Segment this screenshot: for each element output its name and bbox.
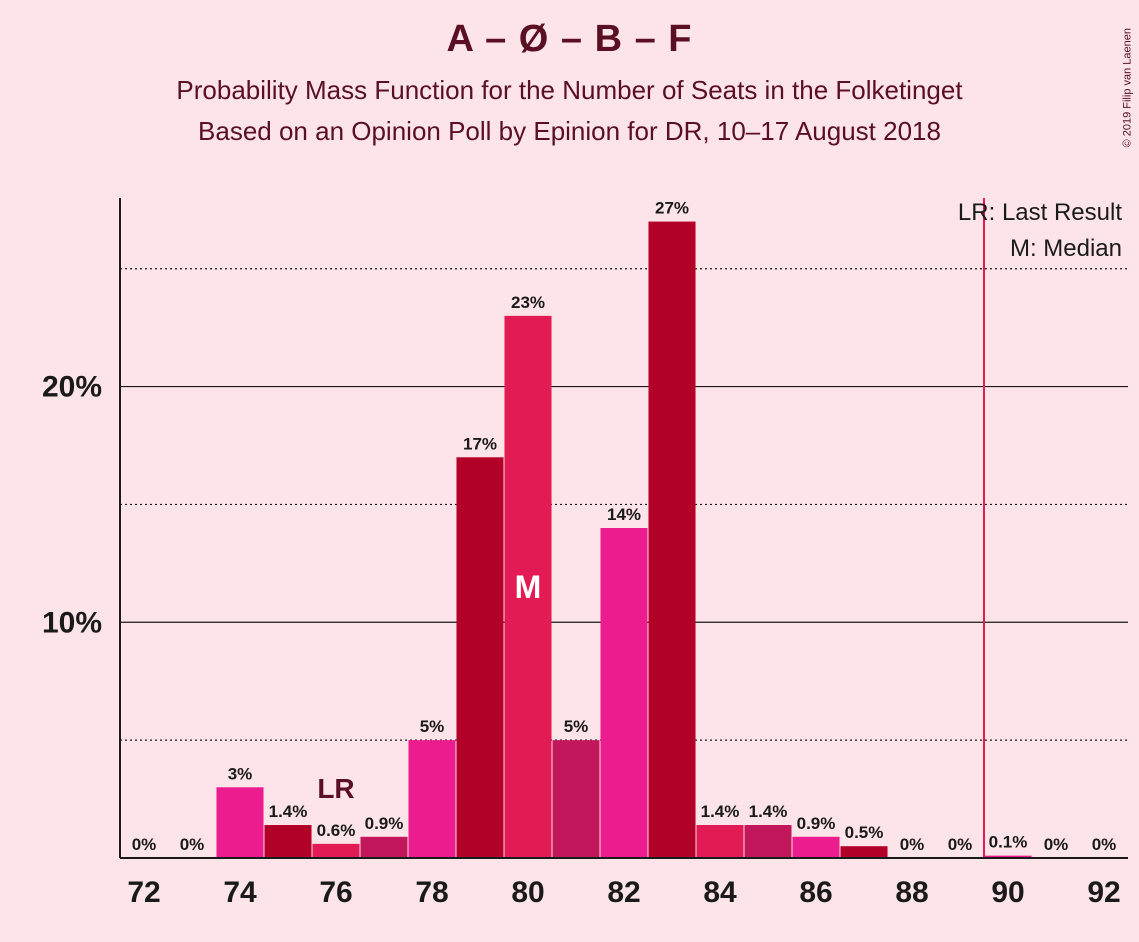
x-tick-label: 76 — [319, 876, 352, 909]
bar-chart-svg: 10% 20% 0% 0% 3% 1.4% 0.6% 0.9% 5% 17% 23% 5% 14% 27%… — [0, 18, 1139, 942]
legend-last-result: LR: Last Result — [958, 199, 1122, 226]
bar-value-label: 27% — [655, 199, 689, 218]
x-tick-label: 74 — [223, 876, 257, 909]
chart-area: 10% 20% 0% 0% 3% 1.4% 0.6% 0.9% 5% 17% 23% 5% 14% 27%… — [0, 18, 1139, 942]
x-tick-label: 80 — [511, 876, 544, 909]
x-tick-label: 88 — [895, 876, 928, 909]
bar — [312, 844, 359, 858]
bar — [408, 740, 455, 858]
bar-value-label: 3% — [228, 764, 253, 783]
bar-value-label: 23% — [511, 293, 545, 312]
bar-value-label: 1.4% — [749, 802, 788, 821]
bar-value-label: 5% — [420, 717, 445, 736]
bar — [552, 740, 599, 858]
bar-value-label: 0.1% — [989, 833, 1028, 852]
bar-value-label: 0% — [1044, 835, 1069, 854]
bar — [216, 787, 263, 858]
bar — [696, 825, 743, 858]
y-tick-label: 20% — [42, 371, 102, 404]
bar — [840, 846, 887, 858]
x-tick-label: 84 — [703, 876, 737, 909]
bar-value-label: 5% — [564, 717, 589, 736]
bar — [600, 528, 647, 858]
bar — [360, 837, 407, 858]
bar-value-label: 1.4% — [701, 802, 740, 821]
legend-median: M: Median — [1010, 235, 1122, 262]
bar — [648, 222, 695, 858]
bar-value-label: 1.4% — [269, 802, 308, 821]
x-tick-label: 82 — [607, 876, 640, 909]
y-tick-label: 10% — [42, 606, 102, 639]
last-result-marker: LR — [317, 773, 354, 804]
x-tick-label: 86 — [799, 876, 832, 909]
bar-value-label: 0% — [900, 835, 925, 854]
bar — [792, 837, 839, 858]
bar-value-label: 0% — [180, 835, 205, 854]
bar-value-label: 0.9% — [365, 814, 404, 833]
bar-value-label: 0.9% — [797, 814, 836, 833]
bar-value-label: 0% — [948, 835, 973, 854]
bar — [456, 457, 503, 858]
bar-value-label: 0.5% — [845, 823, 884, 842]
bar-value-label: 0.6% — [317, 821, 356, 840]
bar-value-label: 14% — [607, 505, 641, 524]
bar-value-label: 0% — [132, 835, 157, 854]
x-tick-label: 78 — [415, 876, 448, 909]
bar-value-label: 0% — [1092, 835, 1117, 854]
x-tick-label: 92 — [1087, 876, 1120, 909]
bar — [744, 825, 791, 858]
median-marker: M — [515, 569, 542, 605]
x-tick-label: 72 — [127, 876, 160, 909]
bar — [264, 825, 311, 858]
x-tick-label: 90 — [991, 876, 1024, 909]
bar-value-label: 17% — [463, 434, 497, 453]
